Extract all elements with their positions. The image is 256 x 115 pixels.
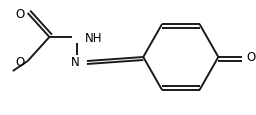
Text: NH: NH [85, 31, 103, 44]
Text: O: O [15, 7, 24, 20]
Text: O: O [246, 51, 255, 64]
Text: N: N [71, 55, 79, 68]
Text: O: O [15, 55, 24, 68]
